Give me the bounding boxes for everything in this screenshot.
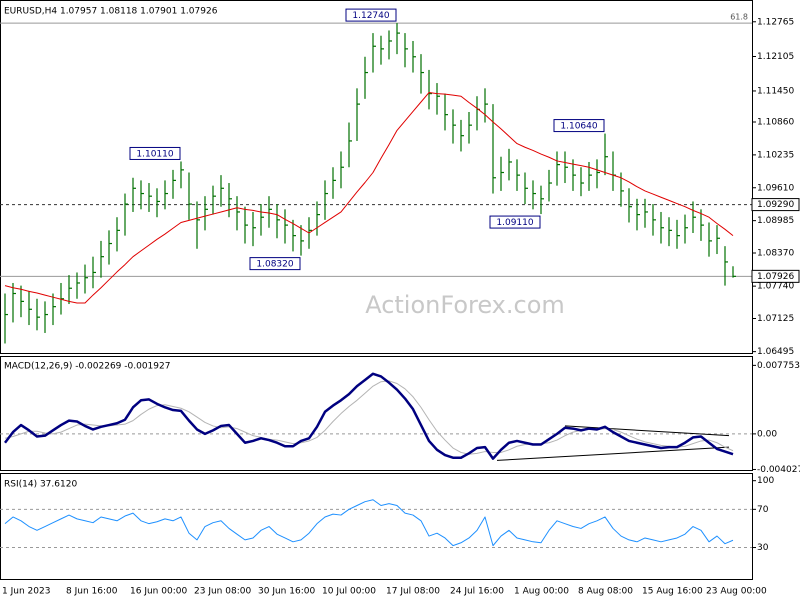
y-tick-label: 1.10860 [757,117,794,127]
panel-title: RSI(14) 37.6120 [4,480,77,490]
x-tick-label: 24 Jul 16:00 [450,587,504,597]
level-label-box [751,198,800,212]
y-tick-label: 1.12765 [757,17,794,27]
annotation-label: 1.12740 [352,11,389,21]
y-tick-label: 0.00 [757,429,777,439]
y-tick-label: 1.12105 [757,52,794,62]
level-label: 61.8 [730,13,748,22]
y-tick-label: 30 [757,543,769,553]
line [4,92,734,304]
annotation-label: 1.09110 [496,218,533,228]
macd-panel [0,356,753,471]
level-label: 1.07926 [757,272,794,282]
y-tick-label: 1.11450 [757,86,794,96]
watermark: ActionForex.com [365,291,565,319]
x-tick-label: 16 Jun 00:00 [130,587,187,597]
y-tick-label: 1.06495 [757,347,794,357]
panel-title: EURUSD,H4 1.07957 1.08118 1.07901 1.0792… [4,7,218,17]
y-tick-label: 1.08370 [757,248,794,258]
price-panel [0,0,753,354]
annotation-box [345,8,397,22]
x-tick-label: 1 Aug 00:00 [514,587,569,597]
annotation-box [129,146,181,160]
annotation-label: 1.10110 [136,149,173,159]
panel-title: MACD(12,26,9) -0.002269 -0.001927 [4,362,170,372]
annotation-box [489,215,541,229]
y-tick-label: 1.07740 [757,282,794,292]
annotation-label: 1.10640 [560,122,597,132]
x-tick-label: 23 Aug 00:00 [706,587,767,597]
annotation-label: 1.08320 [256,260,293,270]
y-tick-label: 100 [757,476,774,486]
y-tick-label: 1.10235 [757,150,794,160]
annotation-box [249,257,301,271]
trendline [496,446,730,461]
rsi-panel [0,473,753,580]
trendline [564,425,730,437]
x-tick-label: 10 Jul 00:00 [322,587,376,597]
x-tick-label: 1 Jun 2023 [2,587,50,597]
line [4,372,734,460]
line [4,499,734,547]
y-tick-label: -0.004027 [757,465,800,475]
x-tick-label: 23 Jun 08:00 [194,587,251,597]
x-tick-label: 17 Jul 08:00 [386,587,440,597]
line [4,380,734,455]
y-tick-label: 1.07125 [757,314,794,324]
y-tick-label: 70 [757,505,769,515]
x-tick-label: 15 Aug 16:00 [642,587,703,597]
y-tick-label: 1.09610 [757,183,794,193]
level-label: 1.09290 [757,200,794,210]
x-tick-label: 8 Jun 16:00 [66,587,118,597]
y-tick-label: 1.08985 [757,216,794,226]
x-tick-label: 8 Aug 08:00 [578,587,633,597]
x-tick-label: 30 Jun 16:00 [258,587,315,597]
y-tick-label: 0.007753 [757,361,800,371]
annotation-box [553,119,605,133]
level-label-box [751,269,800,283]
